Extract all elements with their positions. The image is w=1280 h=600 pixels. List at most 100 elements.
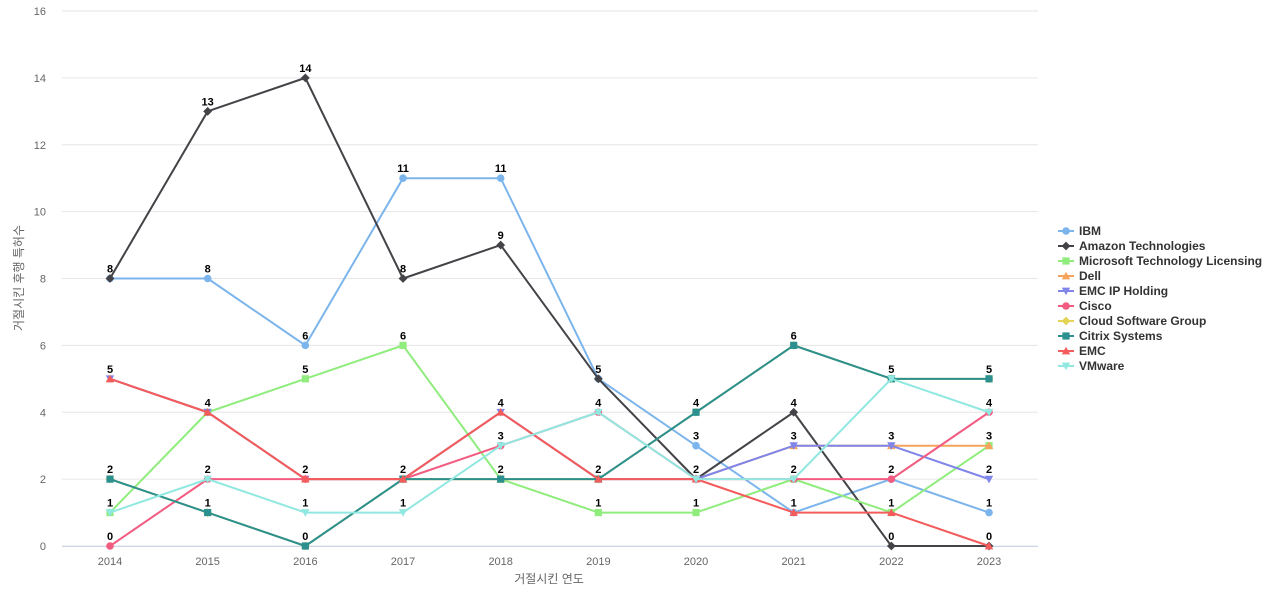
data-point[interactable] bbox=[105, 509, 115, 517]
legend-item[interactable]: Cloud Software Group bbox=[1058, 314, 1206, 328]
data-point[interactable] bbox=[106, 542, 114, 550]
data-point[interactable] bbox=[497, 475, 505, 483]
data-label: 0 bbox=[888, 531, 894, 543]
x-axis-title: 거절시킨 연도 bbox=[514, 572, 584, 586]
data-point[interactable] bbox=[789, 442, 798, 450]
data-label: 3 bbox=[888, 431, 894, 443]
data-point[interactable] bbox=[692, 408, 700, 416]
y-axis-title: 거절시킨 후행 특허수 bbox=[11, 225, 26, 331]
series-line[interactable] bbox=[109, 76, 991, 547]
legend-item[interactable]: Cisco bbox=[1058, 299, 1112, 313]
legend-swatch-marker[interactable] bbox=[1061, 287, 1071, 296]
data-point[interactable] bbox=[887, 375, 896, 384]
data-label: 6 bbox=[791, 330, 797, 342]
data-point[interactable] bbox=[105, 374, 115, 383]
legend-label: VMware bbox=[1079, 359, 1125, 373]
x-tick-label: 2021 bbox=[781, 556, 805, 568]
series-line[interactable] bbox=[109, 344, 991, 514]
data-point[interactable] bbox=[594, 508, 602, 517]
data-point[interactable] bbox=[399, 174, 407, 182]
data-point[interactable] bbox=[399, 341, 407, 349]
legend-swatch-marker[interactable] bbox=[1061, 362, 1071, 371]
legend-swatch-marker[interactable] bbox=[1062, 302, 1070, 310]
data-point[interactable] bbox=[984, 441, 994, 450]
data-label: 3 bbox=[986, 431, 992, 443]
legend-swatch-marker[interactable] bbox=[1062, 332, 1070, 340]
data-point[interactable] bbox=[496, 240, 506, 250]
data-point[interactable] bbox=[203, 408, 212, 416]
data-point[interactable] bbox=[984, 408, 994, 417]
data-label: 3 bbox=[498, 431, 504, 443]
data-label: 0 bbox=[302, 531, 308, 543]
data-label: 0 bbox=[986, 531, 992, 543]
data-label: 1 bbox=[986, 498, 992, 510]
data-label: 2 bbox=[595, 464, 601, 476]
legend-swatch-marker[interactable] bbox=[1061, 271, 1071, 280]
data-point[interactable] bbox=[203, 274, 212, 283]
legend-swatch-marker[interactable] bbox=[1061, 346, 1071, 355]
data-point[interactable] bbox=[301, 375, 309, 383]
legend-label: Microsoft Technology Licensing bbox=[1079, 254, 1262, 268]
x-tick-label: 2018 bbox=[488, 556, 512, 568]
legend-item[interactable]: EMC bbox=[1058, 344, 1106, 358]
data-point[interactable] bbox=[105, 274, 115, 283]
data-point[interactable] bbox=[887, 442, 896, 450]
legend-item[interactable]: Amazon Technologies bbox=[1058, 239, 1206, 253]
data-point[interactable] bbox=[594, 408, 603, 417]
data-point[interactable] bbox=[204, 508, 212, 517]
y-tick-label: 0 bbox=[40, 541, 46, 553]
data-point[interactable] bbox=[789, 475, 798, 484]
legend-item[interactable]: EMC IP Holding bbox=[1058, 284, 1168, 298]
legend-swatch-marker[interactable] bbox=[1061, 241, 1071, 251]
legend-item[interactable]: VMware bbox=[1058, 359, 1125, 373]
data-label: 9 bbox=[498, 230, 504, 242]
data-point[interactable] bbox=[496, 174, 505, 182]
data-point[interactable] bbox=[398, 474, 408, 483]
data-point[interactable] bbox=[301, 509, 310, 517]
data-point[interactable] bbox=[790, 341, 798, 349]
data-point[interactable] bbox=[301, 474, 310, 483]
data-point[interactable] bbox=[985, 375, 993, 383]
data-point[interactable] bbox=[398, 509, 408, 517]
legend-label: Dell bbox=[1079, 269, 1101, 283]
data-label: 5 bbox=[595, 364, 601, 376]
data-point[interactable] bbox=[886, 541, 896, 551]
data-point[interactable] bbox=[691, 475, 701, 484]
legend-item[interactable]: IBM bbox=[1058, 224, 1101, 238]
data-point[interactable] bbox=[593, 374, 603, 384]
data-label: 4 bbox=[986, 397, 993, 409]
series-line[interactable] bbox=[109, 344, 991, 547]
legend-swatch-marker[interactable] bbox=[1062, 257, 1070, 265]
data-point[interactable] bbox=[496, 408, 505, 416]
data-point[interactable] bbox=[789, 508, 798, 516]
series-lines bbox=[105, 73, 994, 551]
data-point[interactable] bbox=[984, 541, 994, 550]
data-label: 2 bbox=[400, 464, 406, 476]
data-point[interactable] bbox=[398, 274, 408, 283]
series-line[interactable] bbox=[109, 377, 991, 514]
data-point[interactable] bbox=[984, 475, 994, 484]
data-point[interactable] bbox=[594, 474, 603, 483]
data-point[interactable] bbox=[106, 475, 114, 483]
data-point[interactable] bbox=[692, 508, 700, 517]
data-point[interactable] bbox=[301, 542, 309, 550]
data-point[interactable] bbox=[985, 508, 993, 517]
series-line[interactable] bbox=[109, 377, 991, 547]
data-point[interactable] bbox=[203, 475, 212, 484]
legend-label: IBM bbox=[1079, 224, 1101, 238]
data-point[interactable] bbox=[496, 442, 505, 450]
legend-item[interactable]: Dell bbox=[1058, 269, 1101, 283]
legend-swatch-marker[interactable] bbox=[1061, 316, 1071, 326]
data-point[interactable] bbox=[203, 106, 213, 116]
data-point[interactable] bbox=[301, 341, 310, 350]
data-point[interactable] bbox=[789, 407, 799, 417]
data-point[interactable] bbox=[887, 508, 896, 516]
legend-label: EMC bbox=[1079, 344, 1106, 358]
legend-swatch-marker[interactable] bbox=[1062, 227, 1070, 235]
data-point[interactable] bbox=[692, 441, 700, 450]
data-point[interactable] bbox=[300, 73, 310, 83]
legend-item[interactable]: Microsoft Technology Licensing bbox=[1058, 254, 1262, 268]
legend-label: Cloud Software Group bbox=[1079, 314, 1206, 328]
data-point[interactable] bbox=[887, 475, 896, 483]
legend-item[interactable]: Citrix Systems bbox=[1058, 329, 1163, 343]
